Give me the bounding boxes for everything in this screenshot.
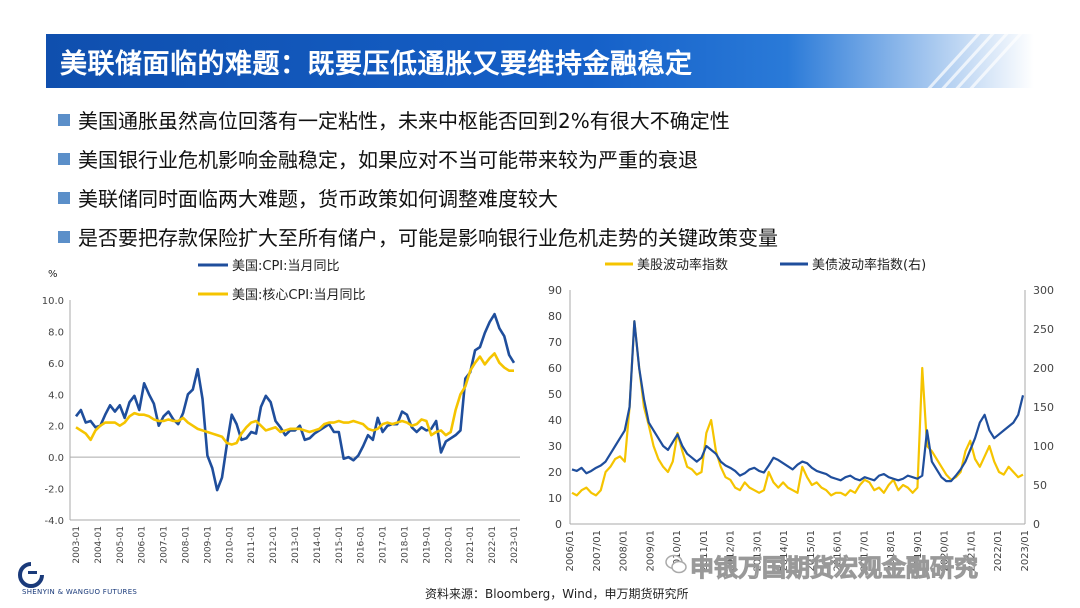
source-note: 资料来源：Bloomberg，Wind，申万期货研究所: [425, 587, 689, 601]
bullet-square-icon: [58, 152, 70, 165]
y2-tick-label: 300: [1033, 284, 1054, 297]
bullet-text: 美国通胀虽然高位回落有一定粘性，未来中枢能否回到2%有很大不确定性: [78, 109, 730, 133]
y-tick-label: -2.0: [44, 485, 64, 496]
x-tick-label: 2005-01: [116, 526, 126, 564]
legend-entry: 美国:核心CPI:当月同比: [232, 288, 366, 303]
x-tick-label: 2004-01: [94, 526, 104, 564]
x-tick-label: 2020-01: [444, 526, 454, 564]
x-tick-label: 2011/01: [699, 530, 710, 572]
series-line: [571, 320, 1025, 483]
y2-tick-label: 50: [1033, 479, 1047, 492]
cpi-chart: % 10.0 8.0 6.0 4.0 2.0 0.0 -2.0 -4.0 2003-01 2004-…: [42, 259, 520, 564]
x-tick-label: 2013/01: [752, 530, 763, 572]
y-tick-label: 40: [548, 414, 562, 427]
x-tick-label: 2014/01: [779, 530, 790, 572]
y-tick-label: 8.0: [48, 327, 64, 338]
x-tick-label: 2017/01: [859, 530, 870, 572]
bullet-square-icon: [58, 191, 70, 204]
x-tick-label: 2020/01: [940, 530, 951, 572]
y-tick-label: 70: [548, 336, 562, 349]
x-tick-label: 2016/01: [833, 530, 844, 572]
x-tick-label: 2022-01: [488, 526, 498, 564]
y-tick-label: 60: [548, 362, 562, 375]
page-title: 美联储面临的难题：既要压低通胀又要维持金融稳定: [60, 48, 693, 80]
y-tick-label: 0.0: [48, 453, 64, 464]
y-tick-label: 6.0: [48, 359, 64, 370]
wechat-icon: [665, 554, 687, 574]
title-bar: 美联储面临的难题：既要压低通胀又要维持金融稳定: [46, 34, 1034, 88]
x-tick-label: 2006-01: [138, 526, 148, 564]
x-tick-label: 2008/01: [619, 530, 630, 572]
x-tick-label: 2013-01: [291, 526, 301, 564]
y-tick-label: 90: [548, 284, 562, 297]
series-line: [75, 352, 514, 446]
y-tick-label: 4.0: [48, 390, 64, 401]
x-tick-label: 2006/01: [565, 530, 576, 572]
y-tick-label: 0: [555, 518, 562, 531]
bullet-item: 是否要把存款保险扩大至所有储户，可能是影响银行业危机走势的关键政策变量: [58, 217, 1058, 256]
unit-label: %: [48, 269, 58, 280]
bullet-text: 美联储同时面临两大难题，货币政策如何调整难度较大: [78, 187, 558, 211]
x-tick-label: 2021/01: [966, 530, 977, 572]
bullet-item: 美国银行业危机影响金融稳定，如果应对不当可能带来较为严重的衰退: [58, 139, 1058, 178]
logo-mark-icon: [18, 562, 44, 588]
bullet-text: 美国银行业危机影响金融稳定，如果应对不当可能带来较为严重的衰退: [78, 148, 698, 172]
x-tick-label: 2009/01: [645, 530, 656, 572]
x-tick-label: 2019/01: [913, 530, 924, 572]
y-tick-label: 50: [548, 388, 562, 401]
y2-tick-label: 150: [1033, 401, 1054, 414]
bullet-text: 是否要把存款保险扩大至所有储户，可能是影响银行业危机走势的关键政策变量: [78, 226, 778, 250]
x-tick-label: 2018/01: [886, 530, 897, 572]
y2-tick-label: 100: [1033, 440, 1054, 453]
x-tick-label: 2019-01: [422, 526, 432, 564]
x-tick-label: 2018-01: [401, 526, 411, 564]
y-tick-label: 80: [548, 310, 562, 323]
x-tick-label: 2011-01: [247, 526, 257, 564]
bullet-list: 美国通胀虽然高位回落有一定粘性，未来中枢能否回到2%有很大不确定性 美国银行业危…: [58, 100, 1058, 256]
bullet-item: 美联储同时面临两大难题，货币政策如何调整难度较大: [58, 178, 1058, 217]
bullet-item: 美国通胀虽然高位回落有一定粘性，未来中枢能否回到2%有很大不确定性: [58, 100, 1058, 139]
x-tick-label: 2022/01: [993, 530, 1004, 572]
x-tick-label: 2015-01: [335, 526, 345, 564]
volatility-chart: 9080706050403020100300250200150100500200…: [548, 257, 1054, 572]
series-line: [571, 320, 1024, 497]
y-tick-label: 10.0: [42, 296, 64, 307]
y-tick-label: 30: [548, 440, 562, 453]
x-tick-label: 2008-01: [182, 526, 192, 564]
legend-entry: 美债波动率指数(右): [812, 257, 926, 273]
x-tick-label: 2023/01: [1020, 530, 1031, 572]
x-tick-label: 2017-01: [379, 526, 389, 564]
bullet-square-icon: [58, 113, 70, 126]
x-tick-label: 2007-01: [160, 526, 170, 564]
y2-tick-label: 0: [1033, 518, 1040, 531]
x-tick-label: 2016-01: [357, 526, 367, 564]
logo-text: SHENYIN & WANGUO FUTURES: [22, 588, 138, 596]
x-tick-label: 2023-01: [510, 526, 520, 564]
y2-tick-label: 250: [1033, 323, 1054, 336]
title-decor-stripes: [927, 34, 1023, 88]
legend-entry: 美国:CPI:当月同比: [232, 259, 340, 274]
x-tick-label: 2015/01: [806, 530, 817, 572]
y-tick-label: -4.0: [44, 516, 64, 527]
series-line: [74, 312, 516, 492]
x-tick-label: 2012/01: [726, 530, 737, 572]
y-tick-label: 10: [548, 492, 562, 505]
x-tick-label: 2012-01: [269, 526, 279, 564]
y2-tick-label: 200: [1033, 362, 1054, 375]
x-tick-label: 2010/01: [672, 530, 683, 572]
company-logo: SHENYIN & WANGUO FUTURES: [14, 562, 204, 602]
x-tick-label: 2014-01: [313, 526, 323, 564]
x-tick-label: 2003-01: [72, 526, 82, 564]
watermark-text: 申银万国期货宏观金融研究: [690, 554, 979, 583]
x-tick-label: 2021-01: [466, 526, 476, 564]
legend-entry: 美股波动率指数: [637, 257, 728, 273]
x-tick-label: 2009-01: [203, 526, 213, 564]
y-tick-label: 20: [548, 466, 562, 479]
x-tick-label: 2007/01: [592, 530, 603, 572]
bullet-square-icon: [58, 230, 70, 243]
y-tick-label: 2.0: [48, 422, 64, 433]
x-tick-label: 2010-01: [225, 526, 235, 564]
